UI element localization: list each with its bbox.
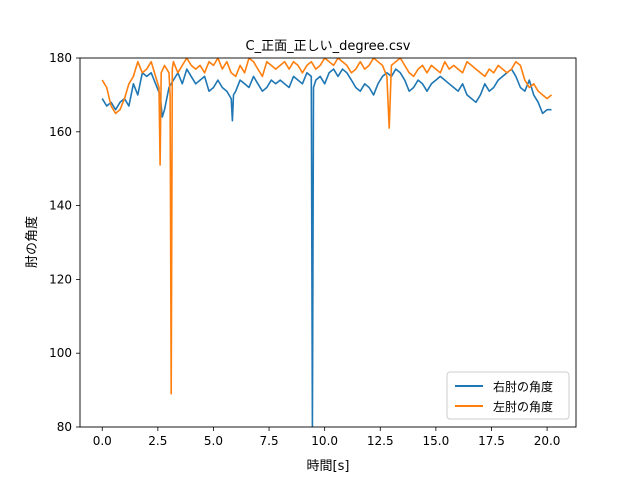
x-tick-label: 7.5 [260, 434, 279, 448]
legend: 右肘の角度 左肘の角度 [447, 372, 569, 419]
y-tick-label: 120 [49, 272, 72, 286]
chart-title: C_正面_正しい_degree.csv [246, 39, 411, 54]
x-tick-label: 5.0 [204, 434, 223, 448]
x-tick-label: 15.0 [423, 434, 450, 448]
x-tick-label: 2.5 [148, 434, 167, 448]
x-tick-label: 20.0 [534, 434, 561, 448]
y-axis-label: 肘の角度 [24, 216, 40, 268]
y-tick-label: 100 [49, 346, 72, 360]
y-tick-label: 160 [49, 125, 72, 139]
legend-label-right-elbow: 右肘の角度 [493, 379, 553, 394]
y-tick-label: 180 [49, 51, 72, 65]
x-tick-label: 0.0 [93, 434, 112, 448]
x-tick-label: 12.5 [367, 434, 394, 448]
y-tick-label: 80 [57, 420, 72, 434]
x-axis-label: 時間[s] [307, 459, 350, 474]
x-tick-label: 10.0 [311, 434, 338, 448]
legend-label-left-elbow: 左肘の角度 [493, 399, 553, 414]
x-tick-label: 17.5 [478, 434, 505, 448]
y-tick-label: 140 [49, 199, 72, 213]
